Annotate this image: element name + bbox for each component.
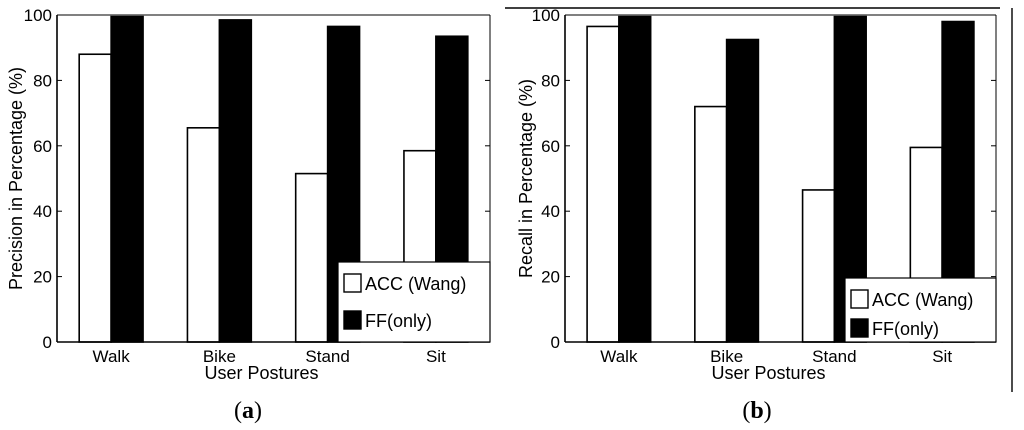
legend-swatch (850, 289, 869, 309)
panel-caption: (a) (234, 398, 262, 424)
x-axis-title: User Postures (204, 363, 318, 383)
panel-caption: (b) (742, 398, 771, 424)
y-tick-label: 80 (541, 71, 560, 90)
x-axis-title: User Postures (711, 363, 825, 383)
y-tick-label: 60 (541, 137, 560, 156)
x-tick-label: Bike (710, 347, 743, 366)
chart-panel-b: Walk Bike Stand Sit 0 20 40 60 80 100 User Posture… (505, 6, 1013, 424)
x-tick-label: Walk (93, 347, 131, 366)
y-tick-label: 80 (33, 71, 52, 90)
bar-acc-wang-bike (694, 105, 728, 343)
bar-ff-only-bike (218, 19, 253, 343)
x-tick-label: Stand (305, 347, 349, 366)
y-tick-label: 60 (33, 137, 52, 156)
legend-entry: ACC (Wang) (365, 274, 466, 294)
x-tick-label: Walk (600, 347, 638, 366)
x-tick-label: Sit (932, 347, 952, 366)
legend-entry: FF(only) (872, 319, 939, 339)
bar-acc-wang-stand (294, 172, 329, 343)
bar-acc-wang-bike (186, 127, 221, 343)
chart-panel-a: Walk Bike Stand Sit 0 20 40 60 80 100 User Posture… (6, 6, 491, 424)
y-axis-title: Precision in Percentage (%) (6, 67, 26, 290)
bar-ff-only-walk (110, 15, 144, 343)
x-tick-label: Sit (426, 347, 446, 366)
bar-ff-only-walk (618, 15, 652, 343)
bar-acc-wang-walk (78, 53, 112, 343)
legend-box (844, 277, 997, 343)
y-axis-title: Recall in Percentage (%) (516, 79, 536, 278)
x-tick-label: Stand (812, 347, 856, 366)
legend-entry: FF(only) (365, 311, 432, 331)
legend-box (337, 261, 491, 343)
legend-swatch (343, 273, 362, 293)
legend-swatch (850, 318, 869, 338)
bar-acc-wang-walk (586, 25, 620, 343)
legend-entry: ACC (Wang) (872, 290, 973, 310)
bar-ff-only-bike (725, 38, 760, 343)
y-tick-label: 20 (33, 268, 52, 287)
y-tick-label: 40 (541, 202, 560, 221)
legend-swatch (343, 310, 362, 330)
y-tick-label: 40 (33, 202, 52, 221)
y-tick-label: 100 (24, 6, 52, 25)
y-tick-label: 20 (541, 268, 560, 287)
bar-acc-wang-stand (801, 189, 836, 343)
x-tick-label: Bike (203, 347, 236, 366)
y-tick-label: 0 (551, 333, 560, 352)
y-tick-label: 100 (532, 6, 560, 25)
y-tick-label: 0 (43, 333, 52, 352)
